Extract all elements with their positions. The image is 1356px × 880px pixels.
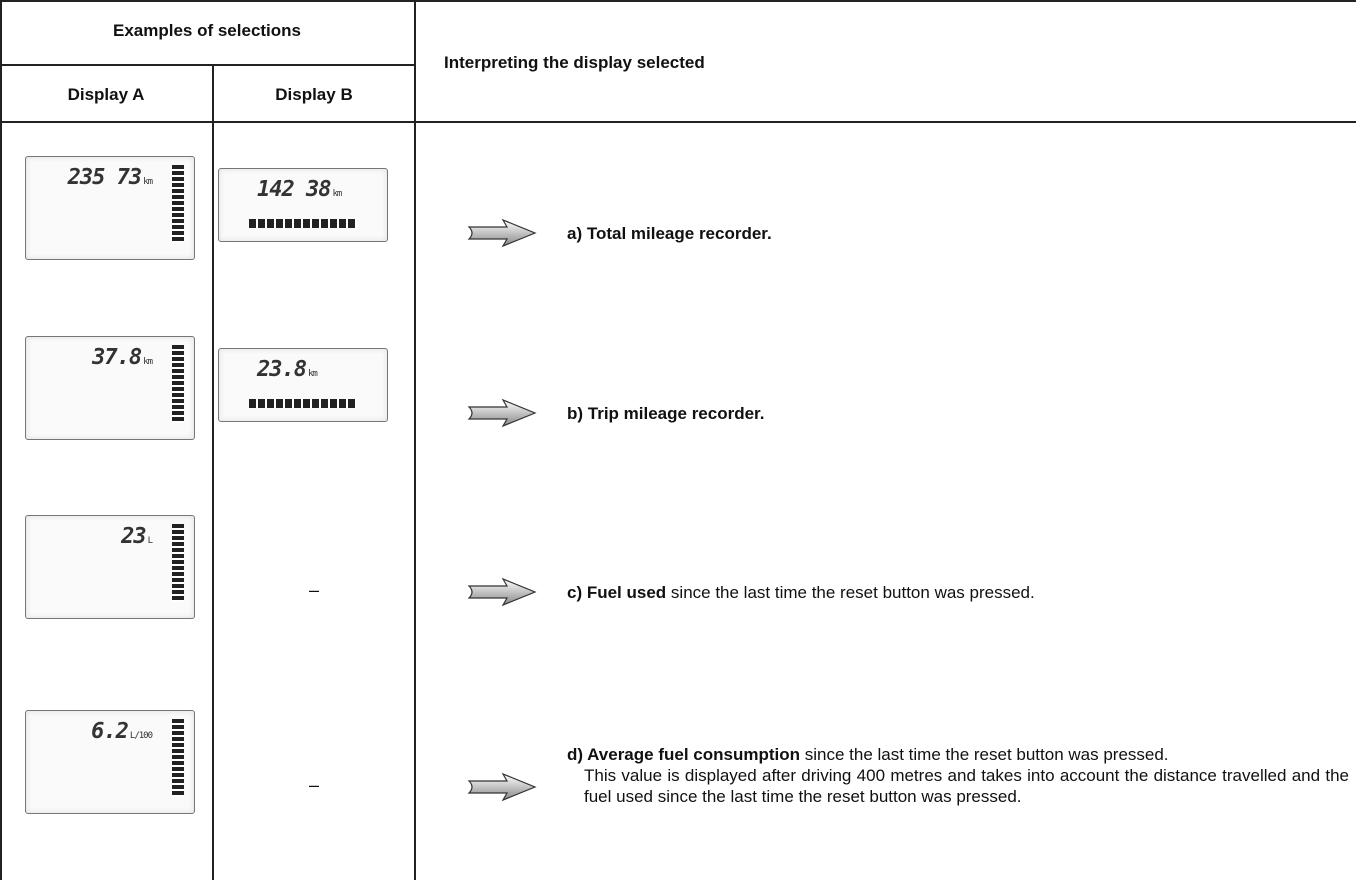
- display-b: 142 38 km: [218, 168, 388, 242]
- bar-graph: [172, 345, 184, 423]
- arrow: [467, 398, 537, 428]
- border: [0, 0, 2, 880]
- bar-graph: [172, 165, 184, 243]
- unit: km: [143, 177, 153, 187]
- arrow: [467, 218, 537, 248]
- display-a: 6.2 L/100: [25, 710, 195, 814]
- unit: L: [147, 536, 154, 546]
- description: c) Fuel used since the last time the res…: [567, 582, 1349, 603]
- description: b) Trip mileage recorder.: [567, 403, 1349, 424]
- reading: 6.2: [91, 719, 129, 744]
- header-display-b: Display B: [275, 85, 353, 104]
- display-reading: 37.8 km: [92, 345, 153, 370]
- unit: km: [307, 369, 318, 379]
- text: since the last time the reset button was…: [804, 745, 1169, 764]
- header-display-a: Display A: [67, 85, 145, 104]
- reading: 23: [121, 524, 146, 549]
- description: d) Average fuel consumption since the la…: [567, 744, 1349, 807]
- display-b: 23.8 km: [218, 348, 388, 422]
- unit: km: [143, 357, 153, 367]
- reading: 235 73: [67, 165, 142, 190]
- display-reading: 6.2 L/100: [91, 719, 153, 744]
- dash: –: [308, 580, 319, 600]
- label: c) Fuel used: [567, 583, 667, 602]
- description: a) Total mileage recorder.: [567, 223, 1349, 244]
- bar-graph: [172, 719, 184, 797]
- arrow: [467, 577, 537, 607]
- note: This value is displayed after driving 40…: [584, 766, 1349, 806]
- display-reading: 23.8 km: [257, 357, 318, 382]
- unit: km: [332, 189, 342, 199]
- label: d) Average fuel consumption: [567, 745, 800, 764]
- border: [0, 64, 415, 66]
- display-a: 235 73 km: [25, 156, 195, 260]
- display-a: 23 L: [25, 515, 195, 619]
- bar-graph: [249, 399, 357, 408]
- bar-graph: [249, 219, 357, 228]
- unit: L/100: [129, 731, 153, 741]
- header-examples: Examples of selections: [112, 21, 302, 40]
- reading: 23.8: [257, 357, 307, 382]
- display-reading: 235 73 km: [67, 165, 153, 190]
- border: [414, 0, 416, 880]
- header-interpreting: Interpreting the display selected: [444, 53, 705, 72]
- arrow: [467, 772, 537, 802]
- border: [0, 121, 1356, 123]
- border: [212, 64, 214, 880]
- display-a: 37.8 km: [25, 336, 195, 440]
- dash: –: [308, 775, 319, 795]
- reading: 37.8: [92, 345, 142, 370]
- label: b) Trip mileage recorder.: [567, 404, 765, 423]
- text: since the last time the reset button was…: [670, 583, 1035, 602]
- border: [0, 0, 1356, 2]
- bar-graph: [172, 524, 184, 602]
- reading: 142 38: [257, 177, 331, 202]
- label: a) Total mileage recorder.: [567, 224, 772, 243]
- display-reading: 23 L: [121, 524, 154, 549]
- display-reading: 142 38 km: [257, 177, 342, 202]
